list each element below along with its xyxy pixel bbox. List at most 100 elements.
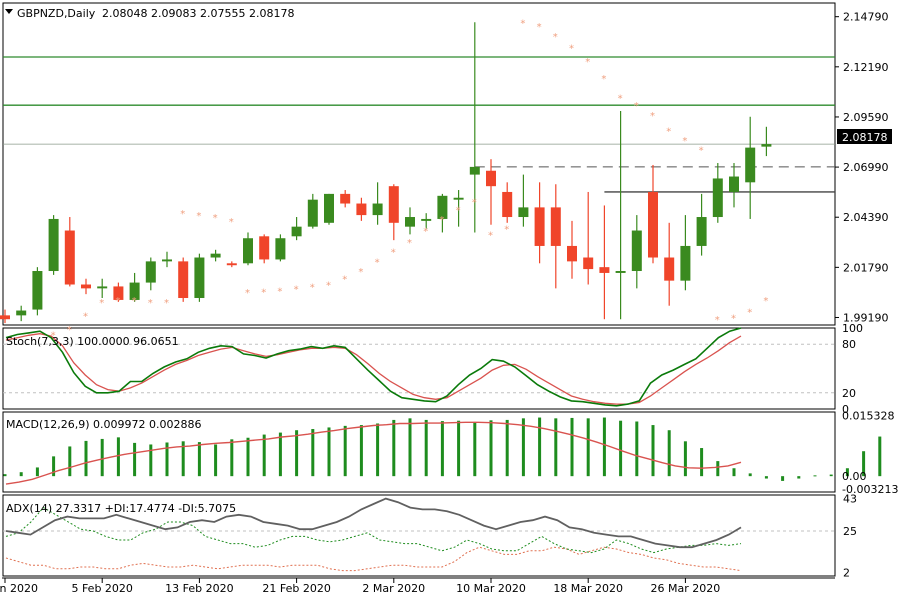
axis-ticks: 2.14790 2.12190 2.09590 2.06990 2.04390 2.017… <box>0 11 898 595</box>
macd-tick-label: 0.015328 <box>842 409 895 422</box>
candle-body <box>437 195 448 219</box>
sar-dot: * <box>180 209 185 220</box>
adx-title: ADX(14) 27.3317 +DI:17.4774 -DI:5.7075 <box>6 502 236 515</box>
panel-frame-adx <box>2 494 836 577</box>
candle-body <box>453 197 464 200</box>
candle-body <box>226 263 237 266</box>
sar-dot: * <box>310 282 315 293</box>
sar-dot: * <box>326 281 331 292</box>
sar-dot: * <box>164 298 169 309</box>
stochastic-lines <box>5 327 742 407</box>
adx-tick-label: 43 <box>843 493 857 506</box>
sar-dot: * <box>407 238 412 249</box>
sar-dot: * <box>99 298 104 309</box>
y-tick-label: 2.09590 <box>843 111 889 124</box>
current-price-tag: 2.08178 <box>842 131 888 144</box>
panel-frame-macd <box>2 411 836 493</box>
panel-frame-stoch <box>2 327 836 410</box>
candle-body <box>324 193 334 223</box>
candle-body <box>486 170 496 187</box>
macd-bar <box>586 418 590 477</box>
candle-body <box>340 193 351 204</box>
sar-dot: * <box>553 32 558 43</box>
macd-bar <box>521 418 525 477</box>
stoch-tick-label: 100 <box>842 322 863 335</box>
candle-body <box>291 226 302 237</box>
adx-minus-di-line <box>5 546 742 572</box>
macd-bar <box>278 432 282 477</box>
x-tick-label: 21 Feb 2020 <box>262 582 330 595</box>
sar-dot: * <box>504 225 509 236</box>
sar-dot: * <box>747 308 752 319</box>
sar-dot: * <box>423 227 428 238</box>
candle-body <box>405 217 415 227</box>
sar-dot: * <box>699 146 704 157</box>
macd-bar <box>538 417 542 477</box>
current-price-tag-bg <box>837 129 892 144</box>
macd-bar <box>619 420 623 477</box>
stoch-signal-line <box>5 333 742 405</box>
macd-bar <box>3 474 7 477</box>
macd-bar <box>683 441 687 477</box>
parabolic-sar: * * * * * * * * * * * * * * * * * * * * * * * * * * * * * * * * * * * * * * * *… <box>51 18 769 341</box>
y-tick-label: 1.99190 <box>843 311 889 324</box>
sar-dot: * <box>439 215 444 226</box>
macd-bar <box>116 437 120 477</box>
macd-bar <box>489 420 493 477</box>
candle-body <box>32 271 43 310</box>
panel-frame-main <box>2 2 836 326</box>
symbol-dropdown-icon[interactable] <box>5 9 13 14</box>
macd-bar <box>376 423 380 477</box>
macd-bar <box>635 421 639 477</box>
sar-dot: * <box>634 101 639 112</box>
candle-body <box>275 238 286 260</box>
sar-dot: * <box>375 257 380 268</box>
sar-dot: * <box>472 198 477 209</box>
macd-bar <box>68 446 72 477</box>
candle-body <box>178 261 189 299</box>
sar-dot: * <box>83 311 88 322</box>
macd-bar <box>440 421 444 477</box>
candle-body <box>97 286 108 289</box>
candle-body <box>145 261 156 283</box>
indicator-level-lines <box>3 343 835 532</box>
sar-dot: * <box>601 74 606 85</box>
macd-title: MACD(12,26,9) 0.009972 0.002886 <box>6 418 202 431</box>
sar-dot: * <box>342 275 347 286</box>
y-tick-label: 2.12190 <box>843 61 889 74</box>
sar-dot: * <box>213 213 218 224</box>
candle-body <box>567 245 577 262</box>
candle-body <box>113 286 124 300</box>
candle-body <box>469 166 480 175</box>
candle-body <box>761 144 772 147</box>
candle-body <box>615 271 626 273</box>
x-tick-label: 2 Mar 2020 <box>362 582 425 595</box>
macd-bar <box>359 425 363 477</box>
sar-dot: * <box>456 205 461 216</box>
macd-bar <box>700 448 704 477</box>
macd-bar <box>570 417 574 477</box>
candle-body <box>243 238 253 264</box>
candle-body <box>631 230 642 272</box>
macd-bar <box>554 418 558 477</box>
sar-dot: * <box>294 284 299 295</box>
y-tick-label: 2.14790 <box>843 11 889 24</box>
stoch-main-line <box>5 327 742 407</box>
macd-bar <box>716 461 720 477</box>
macd-bar <box>262 434 266 477</box>
macd-bar <box>878 436 882 477</box>
candle-body <box>550 207 561 246</box>
macd-bar <box>100 438 104 477</box>
x-tick-label: 18 Mar 2020 <box>553 582 623 595</box>
sar-dot: * <box>537 22 542 33</box>
sar-dot: * <box>585 57 590 68</box>
candle-body <box>356 203 367 216</box>
candle-body <box>745 147 756 183</box>
candle-body <box>599 267 610 273</box>
macd-bar <box>602 417 606 477</box>
sar-dot: * <box>569 43 574 54</box>
macd-bar <box>327 427 331 477</box>
macd-bar <box>311 429 315 477</box>
candle-body <box>712 178 723 218</box>
